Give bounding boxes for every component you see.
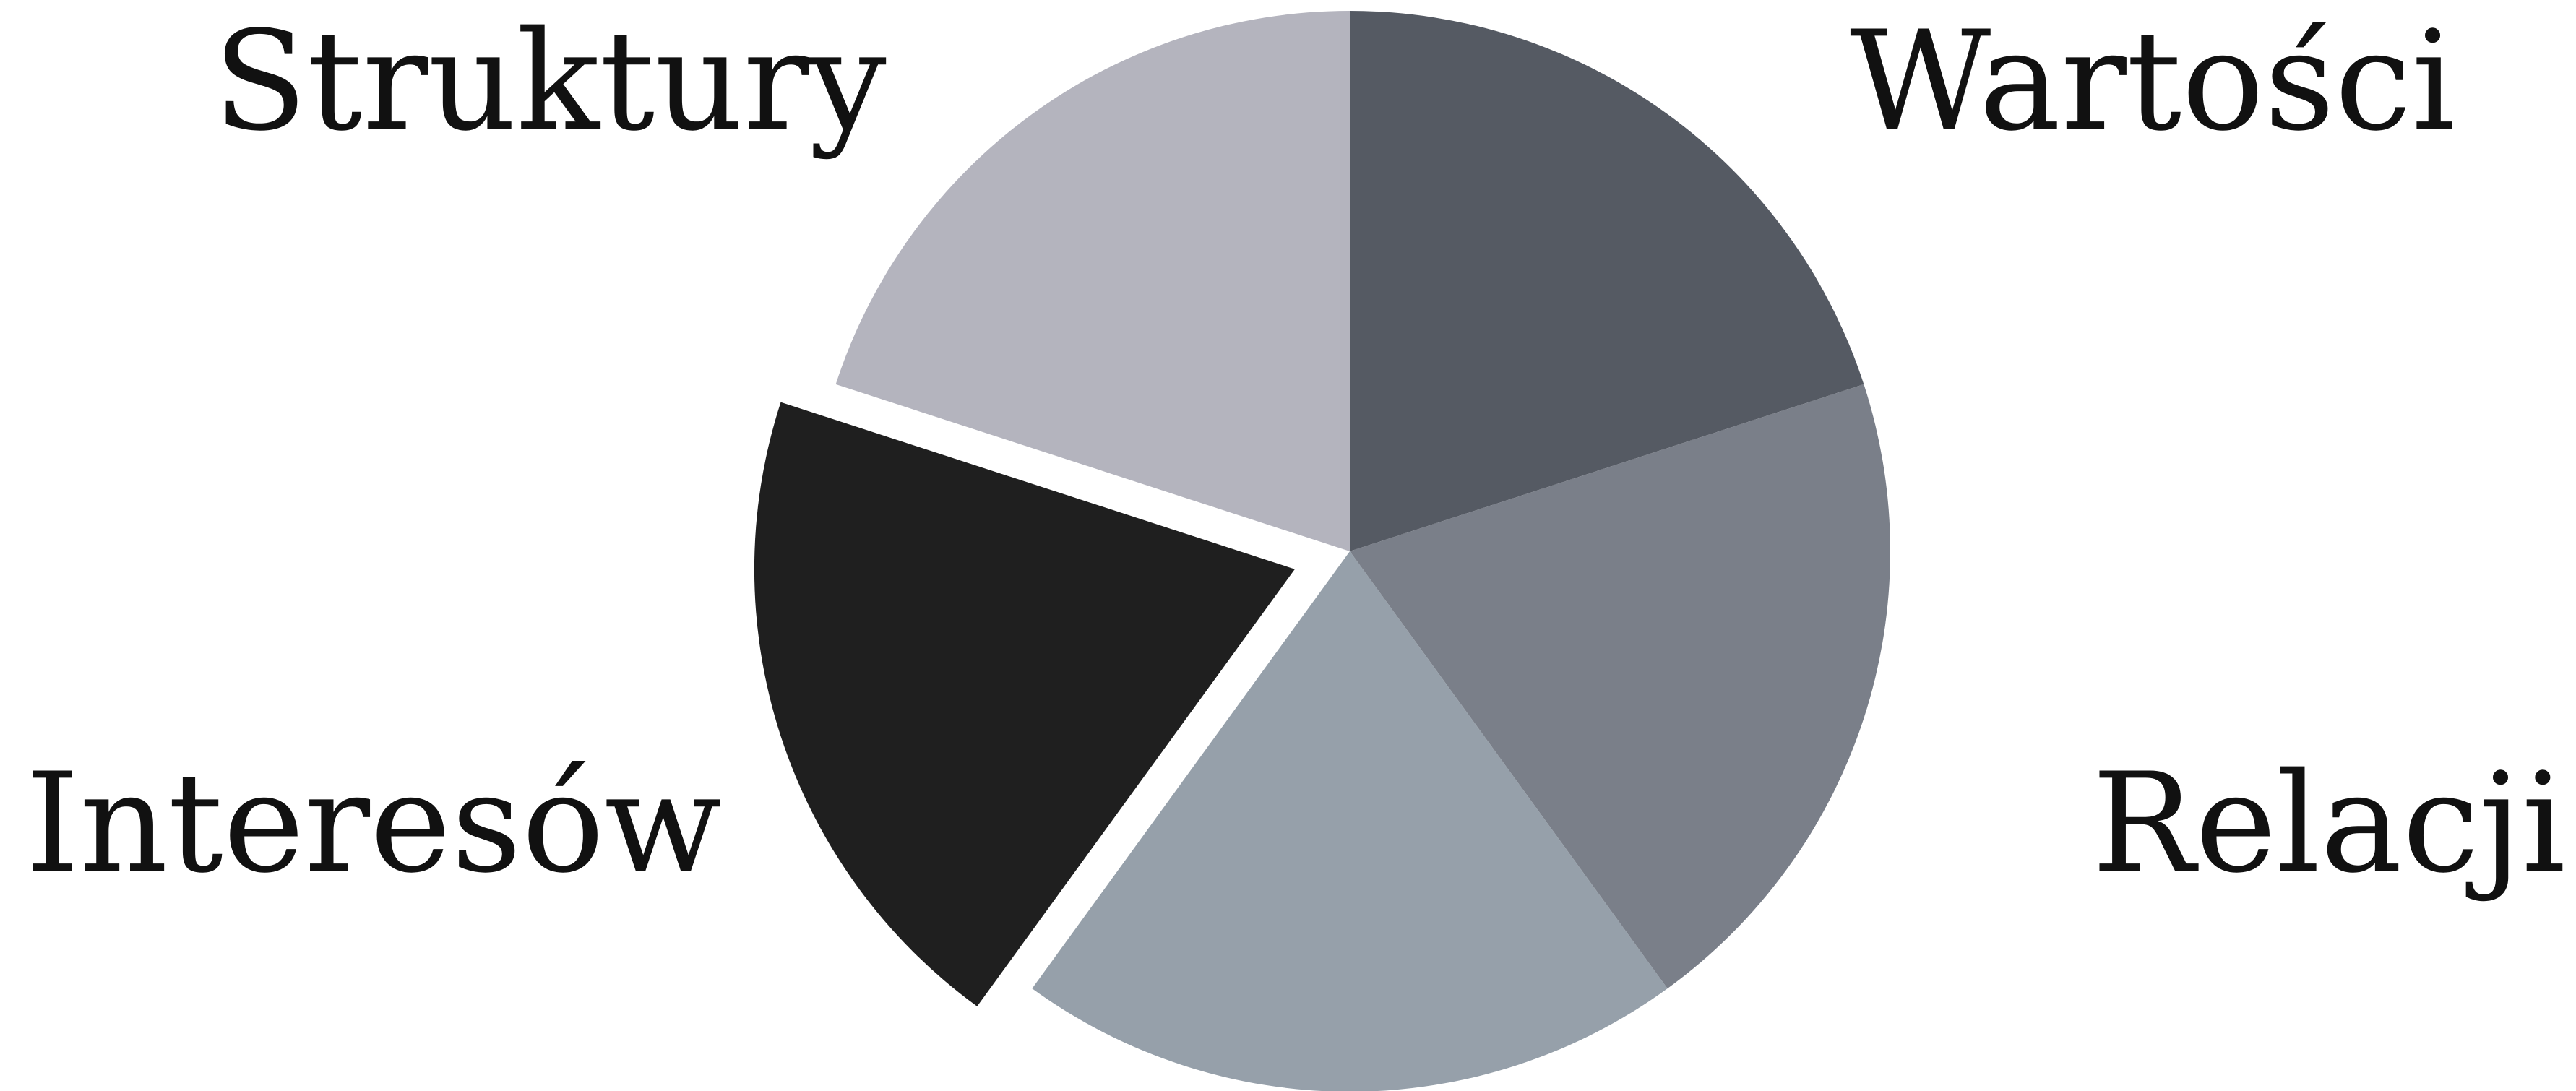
slice-label-wartosci: Wartości: [1850, 1, 2455, 161]
pie-slice-struktury: [835, 11, 1350, 551]
slice-label-struktury: Struktury: [213, 1, 887, 161]
pie-slice-wartosci: [1350, 11, 1864, 551]
slice-label-relacji: Relacji: [2092, 743, 2566, 903]
pie-slices: [754, 11, 1890, 1091]
pie-slice-relacji: [1350, 384, 1890, 989]
pie-slice-interesow: [754, 402, 1295, 1006]
slice-label-interesow: Interesów: [25, 743, 722, 903]
pie-slice-unlabeled: [1032, 551, 1668, 1091]
pie-labels: Wartości Relacji Interesów Struktury: [25, 1, 2566, 903]
